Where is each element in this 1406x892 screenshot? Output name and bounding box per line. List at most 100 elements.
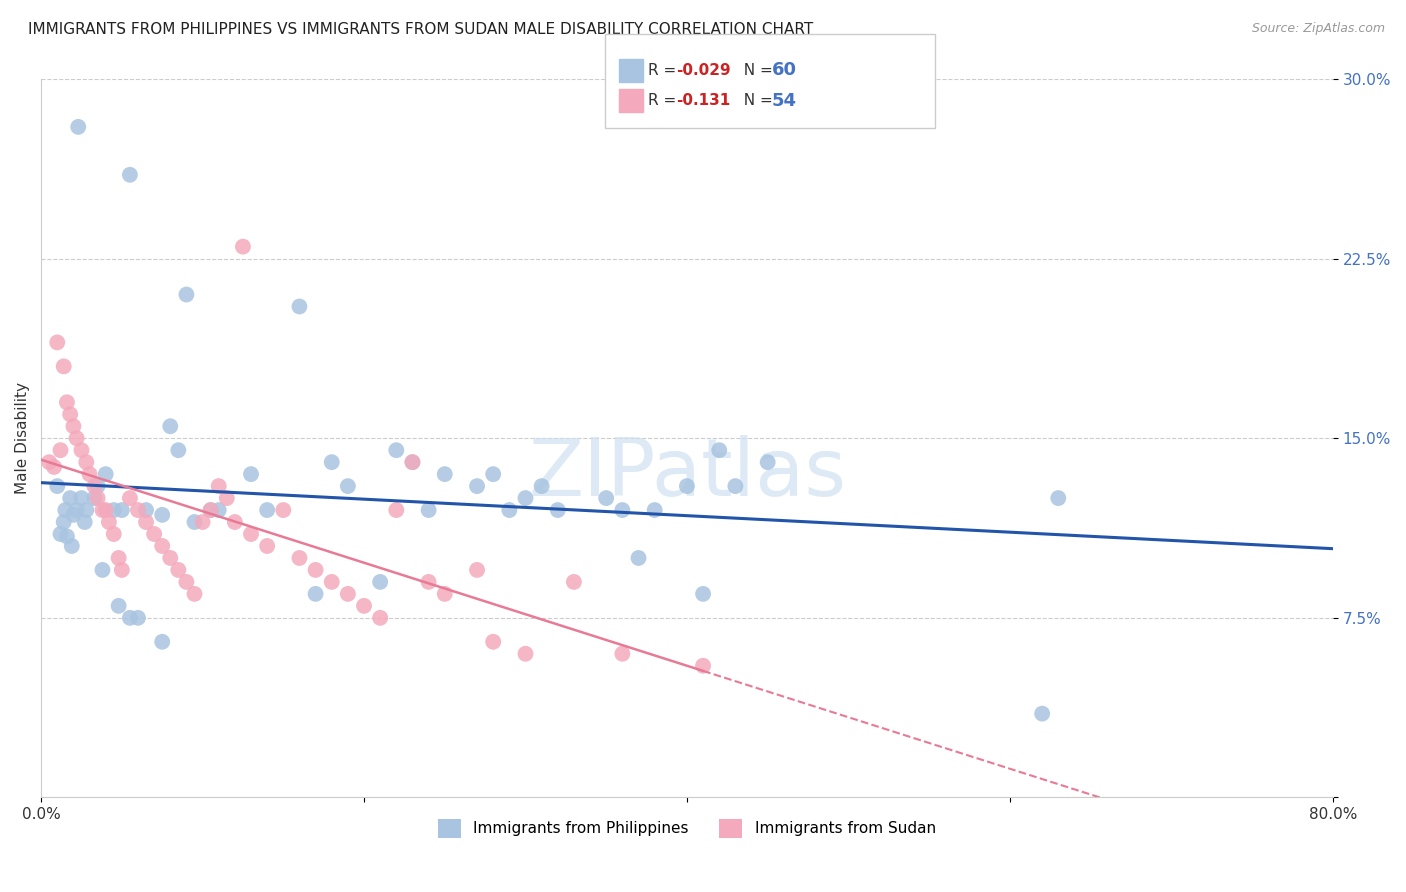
Point	[62, 508, 84, 522]
Point	[256, 539, 278, 553]
Point	[498, 503, 520, 517]
Y-axis label: Male Disability: Male Disability	[15, 382, 30, 494]
Text: -0.029: -0.029	[676, 63, 731, 78]
Point	[385, 443, 408, 458]
Point	[1047, 491, 1070, 505]
Point	[167, 443, 190, 458]
Point	[256, 503, 278, 517]
Point	[111, 503, 134, 517]
Point	[83, 491, 105, 505]
Point	[240, 527, 263, 541]
Point	[385, 503, 408, 517]
Text: N =: N =	[734, 94, 778, 108]
Point	[1031, 706, 1053, 721]
Point	[692, 587, 714, 601]
Point	[232, 239, 254, 253]
Point	[288, 551, 311, 566]
Text: R =: R =	[648, 94, 686, 108]
Point	[612, 647, 634, 661]
Point	[368, 574, 391, 589]
Point	[79, 467, 101, 482]
Point	[756, 455, 779, 469]
Point	[56, 529, 79, 543]
Point	[304, 587, 326, 601]
Point	[515, 491, 537, 505]
Text: IMMIGRANTS FROM PHILIPPINES VS IMMIGRANTS FROM SUDAN MALE DISABILITY CORRELATION: IMMIGRANTS FROM PHILIPPINES VS IMMIGRANT…	[28, 22, 813, 37]
Point	[94, 503, 117, 517]
Point	[167, 563, 190, 577]
Point	[676, 479, 699, 493]
Point	[183, 587, 205, 601]
Point	[183, 515, 205, 529]
Point	[433, 467, 456, 482]
Text: 54: 54	[772, 92, 797, 110]
Point	[288, 300, 311, 314]
Point	[159, 551, 181, 566]
Point	[70, 443, 93, 458]
Text: R =: R =	[648, 63, 682, 78]
Point	[482, 634, 505, 648]
Point	[150, 508, 173, 522]
Point	[66, 431, 89, 445]
Point	[135, 515, 157, 529]
Text: ZIPatlas: ZIPatlas	[527, 435, 846, 513]
Point	[143, 527, 166, 541]
Point	[562, 574, 585, 589]
Point	[200, 503, 222, 517]
Point	[336, 587, 359, 601]
Text: -0.131: -0.131	[676, 94, 731, 108]
Point	[627, 551, 650, 566]
Point	[52, 515, 75, 529]
Point	[200, 503, 222, 517]
Point	[547, 503, 569, 517]
Point	[208, 479, 231, 493]
Point	[59, 407, 82, 421]
Point	[224, 515, 246, 529]
Point	[62, 419, 84, 434]
Point	[107, 599, 129, 613]
Point	[159, 419, 181, 434]
Point	[176, 574, 198, 589]
Point	[52, 359, 75, 374]
Point	[53, 503, 76, 517]
Point	[127, 503, 149, 517]
Point	[418, 503, 440, 517]
Point	[465, 479, 488, 493]
Point	[215, 491, 238, 505]
Point	[418, 574, 440, 589]
Point	[271, 503, 294, 517]
Point	[191, 515, 214, 529]
Point	[321, 574, 343, 589]
Point	[46, 479, 69, 493]
Point	[103, 503, 125, 517]
Text: N =: N =	[734, 63, 778, 78]
Point	[46, 335, 69, 350]
Point	[515, 647, 537, 661]
Point	[83, 479, 105, 493]
Point	[150, 634, 173, 648]
Legend: Immigrants from Philippines, Immigrants from Sudan: Immigrants from Philippines, Immigrants …	[432, 813, 942, 844]
Point	[91, 563, 114, 577]
Point	[150, 539, 173, 553]
Point	[304, 563, 326, 577]
Point	[118, 491, 141, 505]
Point	[107, 551, 129, 566]
Point	[482, 467, 505, 482]
Point	[73, 515, 96, 529]
Point	[118, 611, 141, 625]
Point	[38, 455, 60, 469]
Point	[433, 587, 456, 601]
Point	[336, 479, 359, 493]
Point	[75, 455, 97, 469]
Point	[49, 527, 72, 541]
Point	[59, 491, 82, 505]
Point	[66, 503, 89, 517]
Point	[118, 168, 141, 182]
Point	[208, 503, 231, 517]
Point	[91, 503, 114, 517]
Point	[86, 479, 108, 493]
Point	[42, 459, 65, 474]
Point	[70, 491, 93, 505]
Point	[135, 503, 157, 517]
Point	[612, 503, 634, 517]
